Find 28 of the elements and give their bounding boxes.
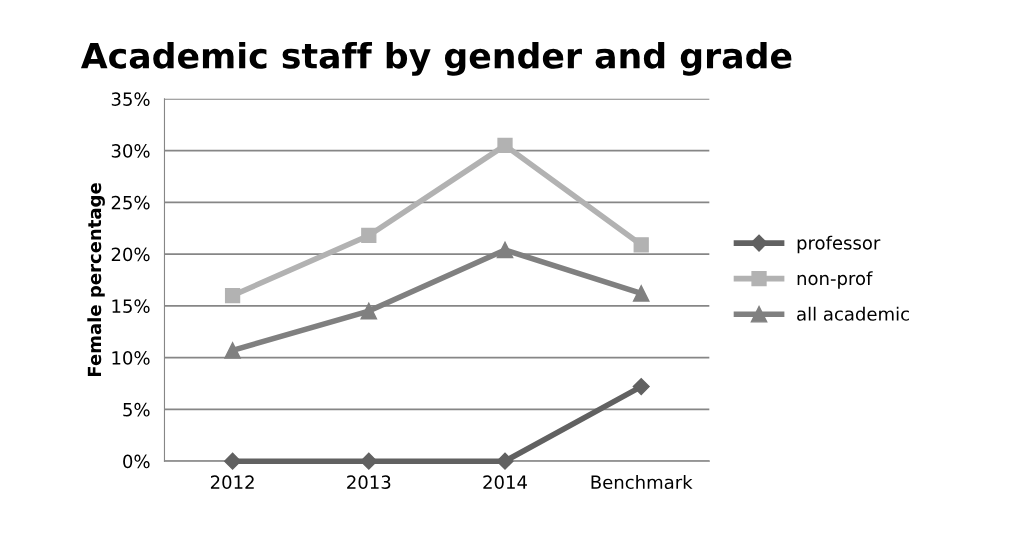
y-axis-title: Female percentage [87,183,105,377]
y-tick-label: 30% [111,144,150,158]
y-tick-label: 35% [111,92,150,106]
x-tick-label: Benchmark [591,475,693,490]
point [632,285,650,302]
x-tick-label: 2012 [210,475,254,490]
point [633,237,649,253]
point [224,287,241,304]
chart-title: Academic staff by gender and grade [80,41,792,76]
y-tick-label: 5% [123,402,150,417]
y-tick-label: 20% [111,247,150,262]
point [496,452,514,470]
legend-label: professor [797,235,881,254]
point [361,227,377,244]
y-tick-label: 25% [111,195,150,210]
y-tick-label: 10% [112,351,150,365]
y-tick-label: 0% [123,454,150,469]
x-tick-label: 2013 [347,475,391,490]
point [360,452,378,470]
point [224,342,241,359]
point [632,378,650,396]
y-tick-label: 15% [112,299,150,313]
point [497,137,513,154]
point [496,241,514,259]
x-tick-label: 2014 [483,475,527,490]
point [360,302,378,320]
legend-label: all academic [797,306,909,321]
legend-label: non-prof [797,271,873,289]
